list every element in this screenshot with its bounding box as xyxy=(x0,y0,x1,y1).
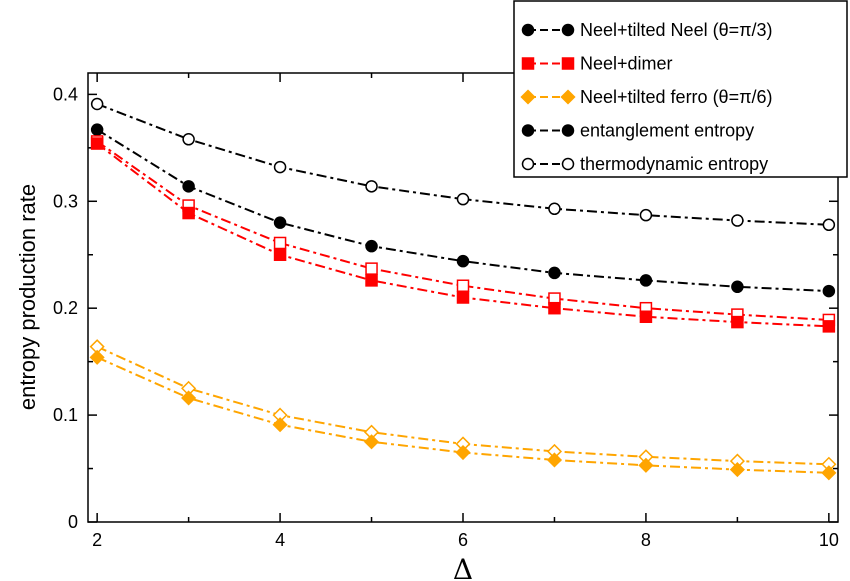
data-point xyxy=(90,137,104,150)
legend-entry: entanglement entropy xyxy=(521,121,754,141)
legend-label: thermodynamic entropy xyxy=(580,154,768,174)
legend-marker xyxy=(561,157,575,171)
data-point xyxy=(365,262,378,275)
data-point xyxy=(363,434,380,450)
legend-label: Neel+dimer xyxy=(580,54,673,74)
legend-label: Neel+tilted Neel (θ=π/3) xyxy=(580,20,773,40)
series-line xyxy=(96,140,829,321)
legend-marker xyxy=(520,89,536,105)
y-tick-label: 0.1 xyxy=(53,405,78,425)
data-point xyxy=(456,291,470,304)
data-point xyxy=(90,97,104,111)
series-layer xyxy=(89,97,837,481)
data-point xyxy=(822,320,836,333)
legend-label: Neel+tilted ferro (θ=π/6) xyxy=(580,87,773,107)
data-point xyxy=(273,248,287,261)
legend-label: entanglement entropy xyxy=(580,121,754,141)
y-tick-label: 0.3 xyxy=(53,191,78,211)
data-point xyxy=(729,462,745,478)
data-point xyxy=(548,202,561,216)
series-3 xyxy=(90,137,836,333)
series-1 xyxy=(90,123,836,298)
data-point xyxy=(182,206,195,220)
legend-marker xyxy=(561,23,575,37)
y-tick-label: 0 xyxy=(68,512,78,532)
data-point xyxy=(639,310,653,323)
data-point xyxy=(365,239,378,253)
y-tick-label: 0.2 xyxy=(53,298,78,318)
data-point xyxy=(639,274,653,287)
legend-marker xyxy=(560,89,576,105)
x-axis-label: Δ xyxy=(453,553,473,581)
legend-marker xyxy=(521,157,535,171)
legend: Neel+tilted Neel (θ=π/3) Neel+dimer Neel+t… xyxy=(513,0,848,178)
data-point xyxy=(89,349,105,365)
series-5 xyxy=(89,349,837,481)
legend-entry: Neel+tilted Neel (θ=π/3) xyxy=(521,20,773,40)
data-point xyxy=(822,218,836,232)
data-point xyxy=(548,266,561,280)
data-point xyxy=(731,214,744,227)
legend-marker xyxy=(561,124,575,137)
x-tick-label: 8 xyxy=(641,530,651,550)
series-0 xyxy=(90,97,836,232)
data-point xyxy=(181,390,197,406)
data-point xyxy=(182,133,195,146)
legend-entry: Neel+dimer xyxy=(521,54,673,74)
data-point xyxy=(182,180,195,193)
data-point xyxy=(822,284,836,298)
data-point xyxy=(456,279,470,292)
legend-marker xyxy=(521,57,535,70)
data-point xyxy=(731,315,744,329)
data-point xyxy=(365,180,378,193)
y-tick-label: 0.4 xyxy=(53,84,78,104)
data-point xyxy=(456,192,470,206)
x-tick-label: 4 xyxy=(275,530,285,550)
data-point xyxy=(273,236,287,250)
x-tick-label: 6 xyxy=(458,530,468,550)
data-point xyxy=(638,457,654,473)
x-tick-label: 10 xyxy=(819,530,839,550)
legend-marker xyxy=(521,124,535,137)
series-4 xyxy=(89,339,837,472)
data-point xyxy=(365,274,378,287)
legend-marker xyxy=(561,57,575,70)
data-point xyxy=(548,301,561,315)
data-point xyxy=(731,280,744,294)
data-point xyxy=(639,208,653,222)
data-point xyxy=(455,444,471,461)
legend-entry: thermodynamic entropy xyxy=(521,154,768,174)
data-point xyxy=(273,216,287,229)
y-axis-label: entropy production rate xyxy=(15,184,40,410)
x-tick-label: 2 xyxy=(92,530,102,550)
data-point xyxy=(456,254,470,268)
data-point xyxy=(273,160,287,174)
data-point xyxy=(90,123,104,136)
data-point xyxy=(272,417,288,433)
legend-entry: Neel+tilted ferro (θ=π/6) xyxy=(520,87,773,107)
data-point xyxy=(546,452,563,468)
data-point xyxy=(821,465,837,481)
legend-marker xyxy=(521,23,535,37)
